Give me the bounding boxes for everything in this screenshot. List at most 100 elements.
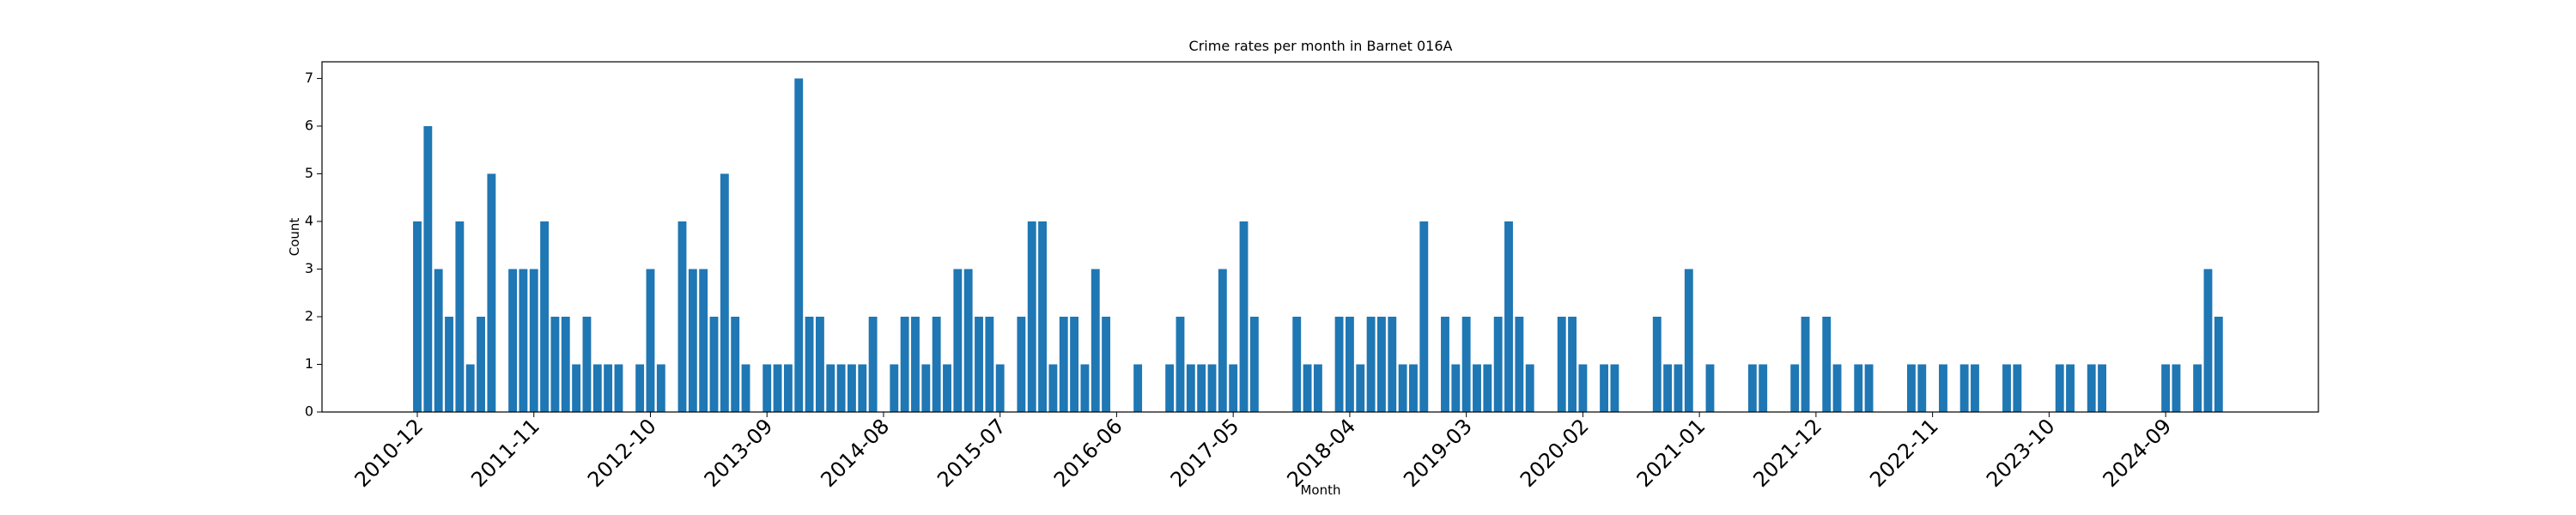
bar	[1102, 316, 1111, 412]
bar	[572, 364, 581, 412]
x-tick-label: 2016-06	[1049, 414, 1127, 492]
bar	[868, 316, 878, 412]
y-tick-label: 6	[305, 117, 313, 133]
bar	[762, 364, 772, 412]
bar	[561, 316, 570, 412]
bar	[1705, 364, 1715, 412]
bar	[1059, 316, 1068, 412]
bar	[1959, 364, 1969, 412]
y-tick-label: 4	[305, 212, 313, 228]
y-tick-label: 0	[305, 403, 313, 420]
y-axis-label: Count	[287, 218, 302, 257]
bar	[1917, 364, 1927, 412]
x-tick-label: 2010-12	[350, 414, 428, 492]
bar	[1525, 364, 1534, 412]
bar	[550, 316, 560, 412]
bar	[858, 364, 867, 412]
bar	[677, 221, 687, 412]
bar	[975, 316, 983, 412]
bar	[1663, 364, 1673, 412]
bar	[1473, 364, 1481, 412]
bar	[1557, 316, 1566, 412]
y-tick-label: 1	[305, 355, 313, 372]
bar	[646, 269, 655, 412]
y-tick-label: 2	[305, 307, 313, 324]
bar	[826, 364, 835, 412]
x-tick-label: 2021-12	[1748, 414, 1826, 492]
bar	[1493, 316, 1503, 412]
x-tick-label: 2021-01	[1632, 414, 1710, 492]
x-tick-label: 2013-09	[700, 414, 778, 492]
bar	[1461, 316, 1471, 412]
bar	[614, 364, 623, 412]
bar	[741, 364, 750, 412]
bar	[1832, 364, 1842, 412]
bar	[2087, 364, 2096, 412]
bar	[985, 316, 994, 412]
bar	[953, 269, 963, 412]
bar	[783, 364, 793, 412]
bar	[2098, 364, 2106, 412]
bar	[1790, 364, 1800, 412]
bar	[1207, 364, 1217, 412]
bar	[836, 364, 846, 412]
bar	[1610, 364, 1619, 412]
bar	[1419, 221, 1429, 412]
bar	[413, 221, 422, 412]
bar	[1366, 316, 1376, 412]
bar	[1176, 316, 1185, 412]
x-tick-label: 2019-03	[1399, 414, 1477, 492]
x-tick-label: 2020-02	[1516, 414, 1594, 492]
bar	[1600, 364, 1609, 412]
bar	[2002, 364, 2011, 412]
bar	[656, 364, 665, 412]
bar	[1822, 316, 1832, 412]
bar	[1854, 364, 1863, 412]
x-tick-label: 2022-11	[1865, 414, 1943, 492]
bar	[943, 364, 951, 412]
bar	[1080, 364, 1090, 412]
bar	[2161, 364, 2171, 412]
bar	[1451, 364, 1461, 412]
x-tick-label: 2011-11	[466, 414, 544, 492]
bar	[1441, 316, 1449, 412]
bar	[423, 125, 433, 412]
bar	[995, 364, 1005, 412]
bar	[731, 316, 740, 412]
bar	[2203, 269, 2213, 412]
bar	[1652, 316, 1662, 412]
bar	[1568, 316, 1577, 412]
bar	[1239, 221, 1249, 412]
bar	[604, 364, 613, 412]
bar	[1864, 364, 1874, 412]
bar	[465, 364, 475, 412]
bar	[2013, 364, 2022, 412]
bar	[2193, 364, 2202, 412]
bar	[773, 364, 782, 412]
bar	[2214, 316, 2223, 412]
x-tick-label: 2015-07	[933, 414, 1011, 492]
bar	[709, 316, 719, 412]
bar	[477, 316, 485, 412]
bar	[921, 364, 931, 412]
bar	[1388, 316, 1397, 412]
plot-frame	[321, 61, 2319, 413]
x-tick-label: 2012-10	[583, 414, 661, 492]
bar	[720, 173, 729, 412]
bar	[1398, 364, 1407, 412]
bar	[540, 221, 550, 412]
bar	[1292, 316, 1302, 412]
bar	[1939, 364, 1947, 412]
bar	[1249, 316, 1259, 412]
bar	[1578, 364, 1588, 412]
bar	[848, 364, 856, 412]
bar	[1971, 364, 1979, 412]
bar	[1356, 364, 1365, 412]
bar	[1133, 364, 1143, 412]
x-tick-label: 2024-09	[2099, 414, 2177, 492]
bar	[519, 269, 528, 412]
bar	[688, 269, 697, 412]
bar	[890, 364, 899, 412]
y-tick-label: 3	[305, 260, 313, 276]
